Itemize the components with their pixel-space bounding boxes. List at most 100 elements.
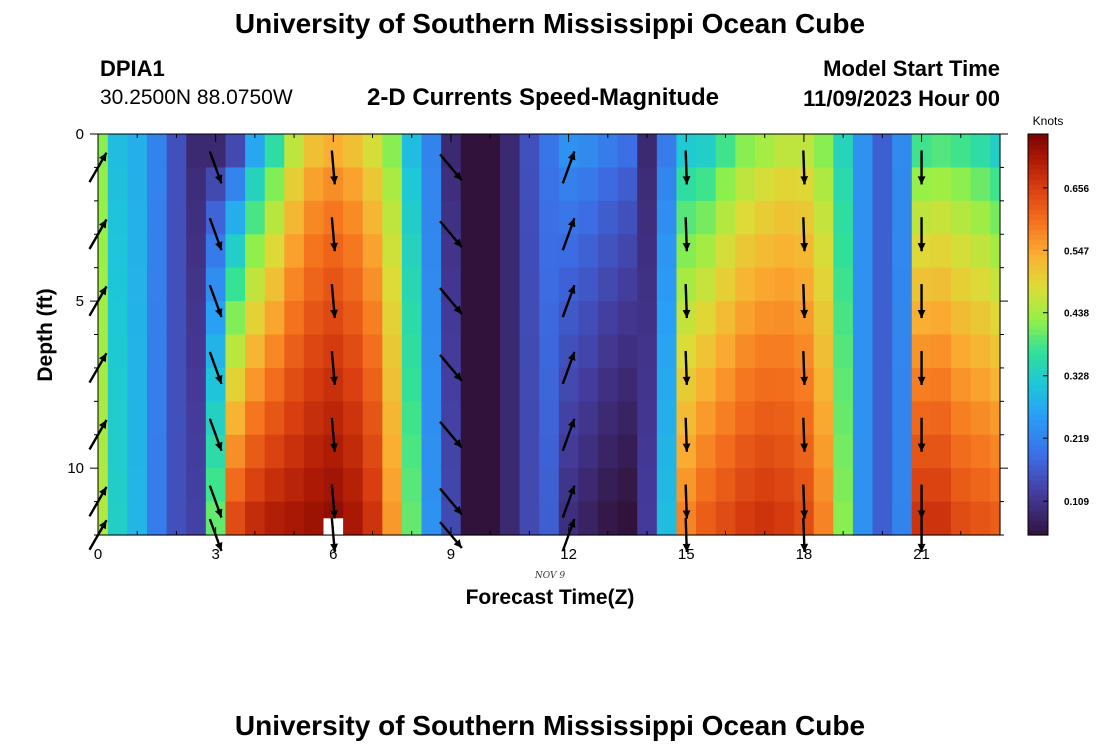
heatmap-cell: [735, 468, 756, 503]
heatmap-cell: [637, 200, 658, 235]
heatmap-cell: [774, 367, 795, 402]
heatmap-cell: [558, 468, 580, 503]
heatmap-cell: [558, 434, 580, 469]
colorbar-segment: [1028, 264, 1048, 270]
heatmap-cell: [598, 301, 619, 336]
colorbar-segment: [1028, 324, 1048, 331]
heatmap-cell: [480, 134, 501, 169]
current-vector-arrow: [439, 220, 463, 249]
heatmap-cell: [598, 267, 619, 302]
heatmap-cell: [676, 301, 697, 336]
heatmap-cell: [343, 367, 364, 402]
heatmap-cell: [931, 401, 952, 436]
current-vector-arrow: [330, 484, 338, 519]
heatmap-cell: [617, 301, 638, 336]
colorbar-segment: [1028, 529, 1048, 536]
heatmap-cell: [970, 468, 991, 503]
heatmap-cell: [637, 301, 658, 336]
heatmap-cell: [578, 167, 599, 202]
heatmap-cell: [401, 468, 423, 503]
heatmap-cell: [421, 434, 442, 469]
heatmap-cell: [617, 501, 638, 536]
heatmap-cell: [754, 134, 776, 169]
heatmap-cell: [499, 167, 521, 202]
colorbar-segment: [1028, 304, 1048, 311]
heatmap-cell: [519, 468, 540, 503]
heatmap-cell: [225, 200, 246, 235]
heatmap-cell: [401, 501, 423, 536]
colorbar-segment: [1028, 429, 1048, 436]
heatmap-cell: [166, 200, 187, 235]
heatmap-cell: [558, 301, 580, 336]
heatmap-cell: [715, 434, 736, 469]
heatmap-cell: [656, 167, 678, 202]
heatmap-cell: [872, 468, 893, 503]
heatmap-cell: [539, 334, 560, 369]
heatmap-cell: [813, 200, 834, 235]
heatmap-cell: [833, 134, 854, 169]
heatmap-cell: [186, 434, 207, 469]
heatmap-cell: [735, 267, 756, 302]
heatmap-cell: [382, 134, 403, 169]
heatmap-cell: [715, 267, 736, 302]
heatmap-cell: [441, 200, 462, 235]
heatmap-cell: [245, 401, 266, 436]
heatmap-cell: [382, 367, 403, 402]
heatmap-cell: [225, 334, 246, 369]
heatmap-cell: [441, 301, 462, 336]
colorbar-segment: [1028, 204, 1048, 210]
colorbar-segment: [1028, 284, 1048, 290]
heatmap-cell: [225, 267, 246, 302]
date-label: NOV 9: [534, 571, 565, 581]
colorbar-segment: [1028, 319, 1048, 326]
current-vector-arrow: [682, 417, 691, 452]
heatmap-cell: [480, 468, 501, 503]
heatmap-cell: [715, 134, 736, 169]
heatmap-cell: [950, 134, 972, 169]
heatmap-cell: [813, 468, 834, 503]
heatmap-cell: [480, 267, 501, 302]
colorbar-segment: [1028, 494, 1048, 501]
heatmap-cell: [813, 234, 834, 269]
heatmap-cell: [539, 434, 560, 469]
heatmap-cell: [833, 401, 854, 436]
heatmap-cell: [382, 334, 403, 369]
heatmap-cell: [637, 267, 658, 302]
heatmap-cell: [303, 134, 325, 169]
heatmap-cell: [499, 134, 521, 169]
heatmap-cell: [950, 334, 972, 369]
current-vector-arrow: [800, 350, 809, 385]
heatmap-cell: [362, 167, 383, 202]
x-tick-label: 0: [94, 546, 102, 563]
heatmap-cell: [617, 367, 638, 402]
heatmap-cell: [794, 434, 815, 469]
heatmap-cell: [833, 367, 854, 402]
heatmap-cell: [990, 301, 1001, 336]
heatmap-cell: [264, 401, 285, 436]
heatmap-cell: [107, 134, 129, 169]
heatmap-cell: [401, 200, 423, 235]
current-vector-arrow: [800, 417, 809, 452]
current-vector-arrow: [682, 484, 691, 519]
colorbar-segment: [1028, 499, 1048, 506]
heatmap-cell: [735, 301, 756, 336]
heatmap-cell: [343, 301, 364, 336]
heatmap-cell: [990, 401, 1001, 436]
heatmap-cell: [225, 234, 246, 269]
heatmap-cell: [754, 301, 776, 336]
heatmap-cell: [774, 434, 795, 469]
heatmap-cell: [715, 367, 736, 402]
colorbar-segment: [1028, 224, 1048, 230]
heatmap-cell: [441, 167, 462, 202]
colorbar-tick-label: 0.438: [1064, 309, 1089, 320]
heatmap-cell: [519, 234, 540, 269]
heatmap-cell: [774, 334, 795, 369]
heatmap-cell: [264, 468, 285, 503]
heatmap-cell: [656, 367, 678, 402]
heatmap-cell: [343, 200, 364, 235]
current-vector-arrow: [561, 284, 576, 318]
heatmap-cell: [499, 267, 521, 302]
heatmap-cell: [656, 468, 678, 503]
heatmap-cell: [401, 267, 423, 302]
